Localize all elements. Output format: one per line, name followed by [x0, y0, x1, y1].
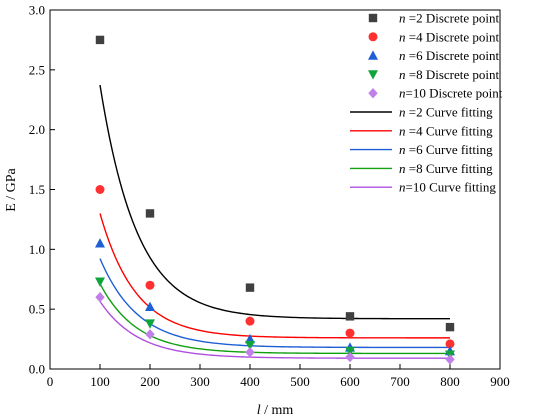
- legend-suffix: =6 Curve fitting: [406, 142, 494, 157]
- x-tick-label: 900: [490, 374, 510, 389]
- legend-marker-5: [368, 88, 378, 99]
- data-point-series-1: [445, 322, 455, 332]
- x-tick-label: 700: [390, 374, 410, 389]
- legend-label-point-4: n =8 Discrete point: [399, 67, 500, 82]
- legend-n: n: [399, 11, 406, 26]
- data-point-series-3: [95, 238, 105, 248]
- x-tick-label: 200: [140, 374, 160, 389]
- y-tick-label: 1.0: [29, 242, 45, 257]
- legend-suffix: =2 Discrete point: [406, 11, 500, 26]
- data-point-series-4: [95, 277, 105, 287]
- legend-suffix: =2 Curve fitting: [406, 105, 494, 120]
- legend-marker-2: [368, 32, 378, 42]
- legend-suffix: =4 Discrete point: [406, 29, 500, 44]
- legend-n: n: [399, 105, 406, 120]
- fit-curve-2: [99, 213, 450, 339]
- data-point-series-2: [245, 316, 255, 326]
- x-axis-title: l / mm: [257, 403, 294, 418]
- fit-curve-5: [99, 301, 450, 359]
- y-tick-label: 3.0: [29, 3, 45, 18]
- fit-curve-4: [99, 283, 450, 355]
- legend-label-curve-5: n=10 Curve fitting: [399, 180, 496, 195]
- legend-label-curve-4: n =8 Curve fitting: [399, 161, 493, 176]
- fit-curves: [99, 84, 450, 359]
- legend-suffix: =10 Discrete point: [406, 86, 503, 101]
- data-point-series-4: [145, 319, 155, 329]
- data-point-series-4: [245, 340, 255, 351]
- x-tick-label: 100: [90, 374, 110, 389]
- data-point-series-2: [95, 185, 105, 194]
- y-tick-label: 2.5: [29, 62, 45, 77]
- legend-suffix: =10 Curve fitting: [406, 180, 497, 195]
- y-tick-label: 0.0: [29, 362, 45, 377]
- legend-n: n: [399, 180, 406, 195]
- data-point-series-5: [345, 351, 355, 363]
- legend-n: n: [399, 86, 406, 101]
- legend-n: n: [399, 123, 406, 138]
- axis-ticks: 0 100 200 300 400 500 600 700 800 900 0.0 0.5 1.0 1.5…: [29, 3, 510, 390]
- data-point-series-2: [145, 280, 155, 290]
- x-tick-label: 300: [190, 374, 210, 389]
- fit-curve-3: [99, 258, 450, 349]
- legend-label-curve-3: n =6 Curve fitting: [399, 142, 493, 157]
- legend-suffix: =6 Discrete point: [406, 48, 500, 63]
- data-point-series-1: [95, 35, 105, 45]
- legend-n: n: [399, 142, 406, 157]
- y-axis-title: E / GPa: [4, 167, 19, 211]
- x-axis-unit: / mm: [261, 403, 294, 418]
- x-tick-label: 500: [290, 374, 310, 389]
- legend-marker-1: [368, 13, 378, 23]
- data-point-series-4: [345, 346, 355, 357]
- x-tick-label: 400: [240, 374, 260, 389]
- x-tick-label: 600: [340, 374, 360, 389]
- data-point-series-5: [145, 329, 155, 340]
- x-axis-variable: l: [257, 403, 261, 418]
- data-point-series-2: [345, 328, 355, 338]
- data-point-series-5: [445, 354, 455, 365]
- legend-n: n: [399, 161, 406, 176]
- fit-curve-1: [99, 84, 450, 320]
- data-points: [95, 35, 455, 365]
- x-tick-label: 800: [440, 374, 460, 389]
- data-point-series-2: [445, 339, 455, 349]
- data-point-series-1: [345, 312, 355, 321]
- data-point-series-1: [245, 283, 255, 292]
- legend-label-point-2: n =4 Discrete point: [399, 29, 500, 44]
- legend-label-point-5: n=10 Discrete point: [399, 86, 503, 101]
- y-tick-label: 1.5: [29, 182, 45, 197]
- legend-label-point-3: n =6 Discrete point: [399, 48, 500, 63]
- legend-label-point-1: n =2 Discrete point: [399, 11, 500, 26]
- legend-label-curve-1: n =2 Curve fitting: [399, 105, 493, 120]
- legend-n: n: [399, 67, 406, 82]
- legend-n: n: [399, 29, 406, 44]
- y-tick-label: 2.0: [29, 122, 45, 137]
- legend-suffix: =8 Curve fitting: [406, 161, 494, 176]
- legend-marker-4: [368, 70, 378, 80]
- legend-label-curve-2: n =4 Curve fitting: [399, 123, 493, 138]
- data-point-series-5: [245, 347, 255, 358]
- x-tick-label: 0: [47, 374, 54, 389]
- legend-marker-3: [368, 50, 378, 60]
- data-point-series-1: [145, 209, 155, 218]
- data-point-series-3: [145, 301, 155, 311]
- data-point-series-5: [95, 292, 105, 303]
- legend-suffix: =4 Curve fitting: [406, 123, 494, 138]
- y-tick-label: 0.5: [29, 302, 45, 317]
- legend-n: n: [399, 48, 406, 63]
- legend-suffix: =8 Discrete point: [406, 67, 500, 82]
